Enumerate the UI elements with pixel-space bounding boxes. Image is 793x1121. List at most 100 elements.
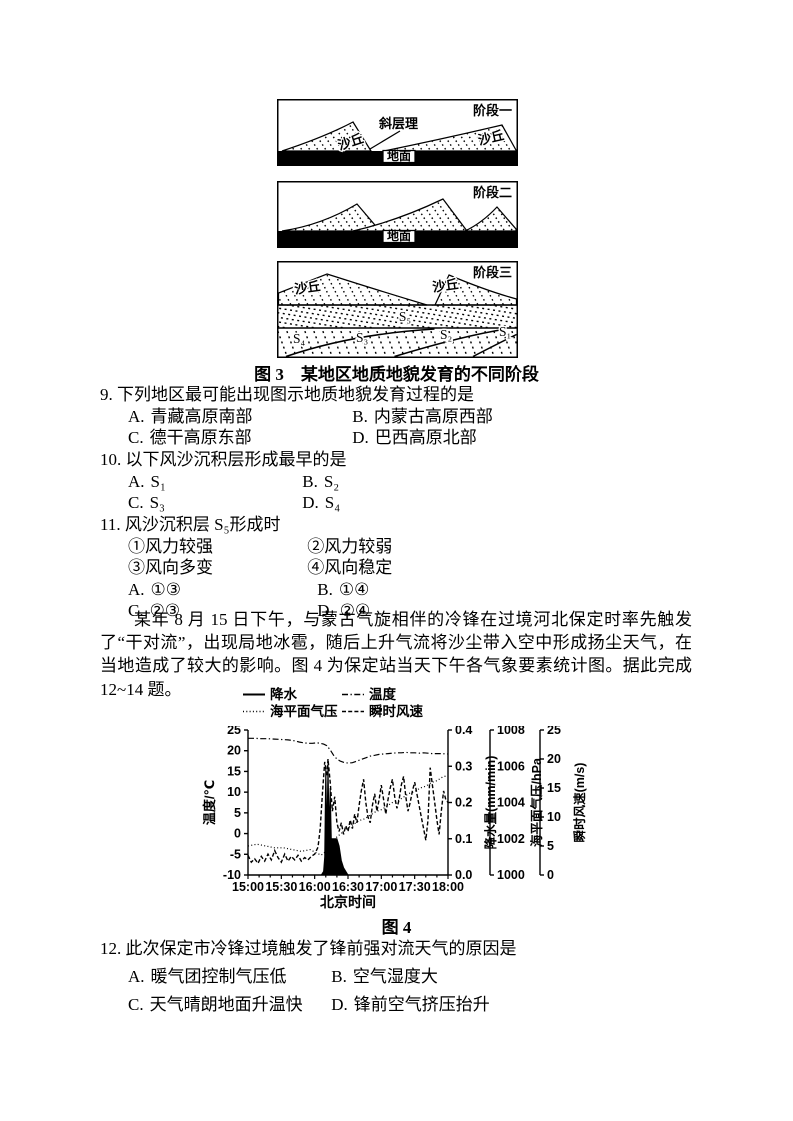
question-number: 12. (100, 939, 122, 958)
tick-label: 10 (547, 810, 561, 824)
question-text: 风沙沉积层 S₅形成时 (124, 515, 281, 534)
tick-label: 0.3 (455, 759, 472, 773)
tick-label: 15 (547, 781, 561, 795)
series-pressure (247, 774, 449, 856)
layer-label-s3: S₃ (356, 330, 369, 345)
tick-label: 20 (547, 752, 561, 766)
wind-axis-label: 瞬时风速(m/s) (572, 763, 587, 843)
x-tick-label: 17:30 (399, 880, 431, 894)
stage-label: 阶段三 (473, 265, 512, 280)
question-line: 12. 此次保定市冷锋过境触发了锋前强对流天气的原因是 (100, 938, 700, 960)
dune-shape (464, 206, 517, 232)
layer-label-s1: S₁ (499, 324, 511, 339)
tick-label: 5 (547, 839, 554, 853)
series-temperature (248, 737, 449, 764)
question-line: 11. 风沙沉积层 S₅形成时 (100, 514, 700, 536)
figure3-stage2-panel: 阶段二 地面 (277, 181, 518, 248)
ground-label: 地面 (387, 228, 411, 243)
statement-row: ①风力较强 ②风力较弱 (100, 536, 700, 558)
option-c: C. ②③ (128, 601, 181, 621)
x-tick-label: 16:30 (332, 880, 364, 894)
figure4-caption: 图 4 (381, 918, 412, 937)
panel-border (277, 181, 518, 248)
dune-shape (281, 203, 381, 232)
figure4-weather-chart: -10-50510152025温度/℃0.00.10.20.30.4降水量(mm… (202, 726, 587, 910)
question-text: 下列地区最可能出现图示地质地貌发育过程的是 (117, 385, 474, 404)
legend-item-temperature: 温度 (342, 687, 423, 702)
question-text: 此次保定市冷锋过境触发了锋前强对流天气的原因是 (125, 939, 517, 958)
ground-label-box (382, 229, 416, 244)
x-tick-label: 15:30 (265, 880, 297, 894)
x-tick-label: 18:00 (432, 880, 464, 894)
passage-paragraph: 某年 8 月 15 日下午，与蒙古气旋相伴的冷锋在过境河北保定时率先触发了“干对… (100, 610, 692, 699)
question-line: 9. 下列地区最可能出现图示地质地貌发育过程的是 (100, 384, 700, 406)
option-row: C. S₃ D. S₄ (100, 492, 700, 514)
option-b: B. 内蒙古高原西部 (352, 406, 493, 426)
option-row: A. 青藏高原南部 B. 内蒙古高原西部 (100, 406, 700, 428)
question-11: 11. 风沙沉积层 S₅形成时 ①风力较强 ②风力较弱 ③风向多变 ④风向稳定 … (100, 514, 700, 622)
x-tick-label: 16:00 (299, 880, 331, 894)
legend-item-wind: 瞬时风速 (342, 704, 423, 719)
tick-label: 10 (227, 785, 241, 799)
option-a: A. 暖气团控制气压低 (128, 967, 287, 986)
dotted-line-sample (243, 710, 265, 713)
unit-boundary-curve (285, 328, 435, 358)
dashdot-line-sample (342, 693, 364, 696)
question-line: 10. 以下风沙沉积层形成最早的是 (100, 449, 700, 471)
stage-label: 阶段一 (473, 103, 512, 118)
option-d: D. 巴西高原北部 (352, 428, 477, 448)
s5-bedding-hatch (278, 305, 517, 328)
option-d: D. S₄ (302, 493, 341, 513)
dune-label-right: 沙丘 (477, 127, 506, 147)
option-b: B. ①④ (317, 579, 370, 599)
layer-label-s2: S₂ (440, 327, 452, 342)
statement-1: ①风力较强 (128, 536, 213, 556)
question-number: 11. (100, 515, 121, 534)
statement-4: ④风向稳定 (307, 558, 393, 578)
series-wind (247, 758, 449, 865)
option-row: C. ②③ D. ②④ (100, 600, 700, 622)
question-text: 以下风沙沉积层形成最早的是 (125, 450, 347, 469)
option-a: A. ①③ (128, 579, 182, 599)
tick-label: 0.0 (455, 868, 472, 882)
stage-label: 阶段二 (473, 185, 512, 200)
option-c: C. S₃ (128, 493, 165, 513)
tick-label: 1008 (497, 726, 525, 737)
option-c: C. 天气晴朗地面升温快 (128, 995, 303, 1014)
temperature-axis-label: 温度/℃ (202, 780, 217, 825)
tick-label: 5 (234, 806, 241, 820)
ground-label-box (382, 149, 416, 164)
question-10: 10. 以下风沙沉积层形成最早的是 A. S₁ B. S₂ C. S₃ D. S₄ (100, 449, 700, 514)
tick-label: 20 (227, 744, 241, 758)
pressure-axis-label: 海平面气压/hPa (529, 757, 544, 847)
chart-legend: 降水 温度 海平面气压 瞬时风速 (243, 687, 423, 719)
option-row: C. 天气晴朗地面升温快 D. 锋前空气挤压抬升 (100, 994, 700, 1016)
legend-item-precipitation: 降水 (243, 687, 342, 702)
option-d: D. 锋前空气挤压抬升 (331, 995, 490, 1014)
bedding-label: 斜层理 (378, 116, 418, 131)
bedding-leader-line (369, 130, 401, 150)
figure3-stage3-panel: 沙丘 沙丘 S₅ S₄ S₃ S₂ S₁ 阶段三 (277, 261, 518, 358)
dune-label-right: 沙丘 (431, 276, 459, 294)
dashed-line-sample (342, 710, 364, 713)
question-12: 12. 此次保定市冷锋过境触发了锋前强对流天气的原因是 A. 暖气团控制气压低 B… (100, 938, 700, 1016)
unit-boundary-curve (472, 333, 517, 358)
option-c: C. 德干高原东部 (128, 428, 252, 448)
dune-label-left: 沙丘 (293, 278, 321, 296)
tick-label: -5 (230, 847, 241, 861)
figure3-stage1-panel: 斜层理 沙丘 沙丘 阶段一 地面 (277, 99, 518, 166)
dune-shape (352, 198, 468, 232)
option-d: D. ②④ (317, 601, 371, 621)
statement-3: ③风向多变 (128, 558, 213, 578)
option-row: A. S₁ B. S₂ (100, 471, 700, 493)
statement-row: ③风向多变 ④风向稳定 (100, 557, 700, 579)
tick-label: 0.4 (455, 726, 472, 737)
option-row: C. 德干高原东部 D. 巴西高原北部 (100, 427, 700, 449)
series-precipitation (248, 762, 448, 876)
option-row: A. ①③ B. ①④ (100, 579, 700, 601)
question-number: 10. (100, 450, 122, 469)
tick-label: 15 (227, 764, 241, 778)
tick-label: 25 (547, 726, 561, 737)
tick-label: 1002 (497, 832, 525, 846)
